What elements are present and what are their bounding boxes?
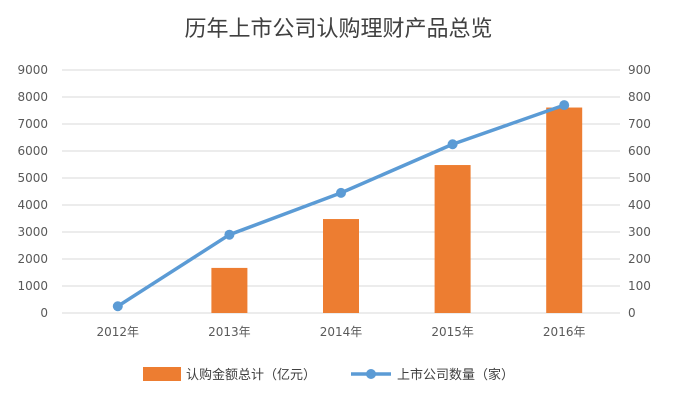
left-tick-label: 0 bbox=[40, 306, 48, 320]
bar bbox=[434, 165, 471, 313]
line-point bbox=[112, 301, 123, 312]
left-tick-label: 2000 bbox=[17, 252, 48, 266]
bar bbox=[211, 267, 248, 313]
right-axis: 0 100 200 300 400 500 600 700 800 900 bbox=[628, 63, 651, 320]
left-tick-label: 5000 bbox=[17, 171, 48, 185]
x-tick-label: 2012年 bbox=[97, 325, 140, 339]
line-point bbox=[336, 187, 346, 198]
right-tick-label: 200 bbox=[628, 252, 651, 266]
bar bbox=[546, 107, 583, 313]
left-tick-label: 4000 bbox=[17, 198, 48, 212]
left-tick-label: 7000 bbox=[17, 117, 48, 131]
right-tick-label: 0 bbox=[628, 306, 636, 320]
right-tick-label: 900 bbox=[628, 63, 651, 77]
line-series bbox=[112, 100, 570, 312]
right-tick-label: 600 bbox=[628, 144, 651, 158]
right-tick-label: 100 bbox=[628, 279, 651, 293]
bar bbox=[323, 219, 359, 313]
left-tick-label: 3000 bbox=[17, 225, 48, 239]
legend-label-line: 上市公司数量（家） bbox=[397, 367, 514, 383]
left-tick-label: 8000 bbox=[17, 90, 48, 104]
right-tick-label: 300 bbox=[628, 225, 651, 239]
left-tick-label: 6000 bbox=[17, 144, 48, 158]
x-tick-label: 2014年 bbox=[320, 325, 363, 339]
left-tick-label: 9000 bbox=[17, 63, 48, 77]
legend: 认购金额总计（亿元） 上市公司数量（家） bbox=[143, 367, 514, 383]
chart-title: 历年上市公司认购理财产品总览 bbox=[184, 17, 492, 42]
right-tick-label: 700 bbox=[628, 117, 651, 131]
right-tick-label: 500 bbox=[628, 171, 651, 185]
right-tick-label: 400 bbox=[628, 198, 651, 212]
x-tick-label: 2013年 bbox=[208, 325, 251, 339]
x-tick-label: 2016年 bbox=[543, 325, 586, 339]
legend-label-bar: 认购金额总计（亿元） bbox=[186, 367, 316, 383]
x-tick-label: 2015年 bbox=[431, 325, 474, 339]
gridlines bbox=[62, 69, 620, 314]
left-axis: 0 1000 2000 3000 4000 5000 6000 7000 8000 9000 bbox=[17, 63, 48, 320]
line-point bbox=[559, 100, 570, 111]
legend-swatch-bar bbox=[143, 367, 181, 381]
line-point bbox=[224, 229, 235, 240]
bar-series bbox=[211, 107, 583, 313]
right-tick-label: 800 bbox=[628, 90, 651, 104]
line-point bbox=[447, 139, 458, 150]
legend-marker-line bbox=[366, 369, 376, 379]
x-axis: 2012年 2013年 2014年 2015年 2016年 bbox=[97, 325, 586, 339]
left-tick-label: 1000 bbox=[17, 279, 48, 293]
